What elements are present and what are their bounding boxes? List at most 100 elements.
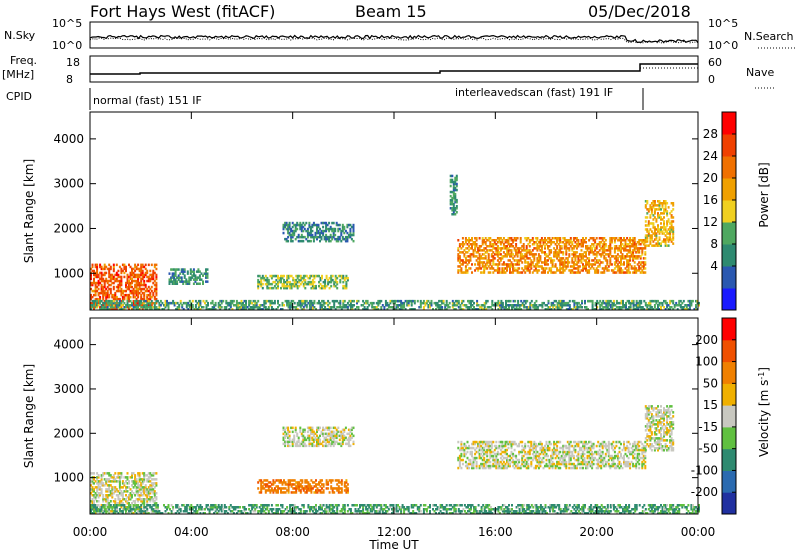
echo-region-5 [449, 174, 458, 216]
colorbar-swatch-7 [722, 134, 736, 157]
colorbar-tick-3: 16 [703, 193, 718, 207]
colorbar-tick-7: -200 [691, 485, 718, 499]
colorbar-tick-5: -50 [698, 442, 718, 456]
colorbar-tick-6: -100 [691, 463, 718, 477]
y-tick-label-1: 2000 [53, 221, 84, 235]
echo-region-4 [457, 440, 647, 470]
echo-region-5 [644, 405, 675, 452]
time-axis-label: Time UT [368, 538, 419, 552]
time-tick-0: 00:00 [73, 525, 108, 539]
y-tick-label-0: 1000 [53, 266, 84, 280]
time-tick-1: 04:00 [174, 525, 209, 539]
time-tick-5: 20:00 [579, 525, 614, 539]
freq-trace [90, 63, 698, 75]
colorbar-swatch-0 [722, 288, 736, 311]
colorbar-swatch-3 [722, 426, 736, 450]
colorbar-tick-2: 50 [703, 376, 718, 390]
echo-region-1 [90, 504, 700, 515]
colorbar-swatch-5 [722, 178, 736, 201]
cpid-segment-1: interleavedscan (fast) 191 IF [455, 86, 613, 99]
freq-tick-top: 18 [66, 56, 80, 69]
power-panel: 1000 2000 3000 4000 Slant Range [km] 28 24 20… [22, 111, 771, 311]
colorbar-tick-0: 28 [703, 127, 718, 141]
colorbar-tick-6: 4 [710, 259, 718, 273]
colorbar-tick-0: 200 [695, 333, 718, 347]
cpid-row: CPID normal (fast) 151 IF interleavedsca… [6, 86, 644, 110]
velocity-ylabel: Slant Range [km] [22, 364, 36, 468]
freq-label: Freq. [10, 54, 37, 67]
colorbar-swatch-2 [722, 244, 736, 267]
y-tick-label-2: 3000 [53, 177, 84, 191]
colorbar-swatch-2 [722, 448, 736, 471]
colorbar-swatch-4 [722, 405, 736, 428]
colorbar-swatch-4 [722, 200, 736, 223]
freq-tick-bottom: 8 [66, 73, 73, 86]
nsky-tick-top: 10^5 [52, 17, 82, 30]
nsearch-label: N.Search [744, 30, 794, 43]
power-x-ticks [89, 112, 699, 310]
nsky-trace [89, 34, 699, 44]
velocity-x-ticks [89, 318, 699, 514]
y-tick-label-3: 4000 [53, 132, 84, 146]
colorbar-swatch-8 [722, 318, 736, 341]
time-tick-2: 08:00 [275, 525, 310, 539]
station-title: Fort Hays West (fitACF) [90, 2, 275, 21]
colorbar-swatch-8 [722, 112, 736, 135]
echo-region-2 [168, 268, 209, 285]
velocity-echoes [90, 405, 700, 515]
echo-region-4 [282, 221, 355, 243]
cpid-label: CPID [6, 90, 32, 103]
colorbar-swatch-1 [722, 470, 736, 493]
nsky-tick-bottom: 10^0 [52, 39, 82, 52]
colorbar-tick-3: 15 [703, 398, 718, 412]
colorbar-swatch-5 [722, 383, 736, 406]
colorbar-tick-5: 8 [710, 237, 718, 251]
colorbar-swatch-1 [722, 266, 736, 289]
velocity-colorbar: 200 100 50 15 -15 -50 -100 -200 [691, 317, 737, 515]
echo-region-2 [257, 479, 349, 494]
time-tick-4: 16:00 [478, 525, 513, 539]
velocity-y-ticks: 1000 2000 3000 4000 [53, 338, 698, 485]
echo-region-7 [644, 200, 675, 247]
echo-region-6 [457, 237, 647, 274]
colorbar-tick-4: -15 [698, 420, 718, 434]
nsky-panel: N.Sky 10^5 10^0 10^5 10^0 N.Search [4, 17, 796, 52]
date-label: 05/Dec/2018 [588, 2, 691, 21]
freq-unit: [MHz] [2, 68, 34, 81]
echo-region-0 [90, 472, 158, 515]
power-y-ticks: 1000 2000 3000 4000 [53, 132, 698, 280]
colorbar-swatch-7 [722, 339, 736, 363]
y-tick-label-3: 4000 [53, 338, 84, 352]
cpid-segment-0: normal (fast) 151 IF [93, 94, 202, 107]
nsearch-tick-top: 10^5 [708, 17, 738, 30]
colorbar-tick-1: 100 [695, 355, 718, 369]
y-tick-label-1: 2000 [53, 426, 84, 440]
time-tick-3: 12:00 [377, 525, 412, 539]
colorbar-swatch-0 [722, 492, 736, 515]
nsearch-tick-bottom: 10^0 [708, 39, 738, 52]
echo-region-3 [257, 274, 349, 290]
power-ylabel: Slant Range [km] [22, 159, 36, 263]
freq-panel: Freq. [MHz] 18 8 60 0 Nave [2, 54, 775, 89]
colorbar-tick-4: 12 [703, 215, 718, 229]
colorbar-tick-2: 20 [703, 171, 718, 185]
echo-region-1 [90, 299, 700, 311]
power-echoes [90, 174, 700, 311]
velocity-colorbar-label: Velocity [m s-1] [757, 367, 772, 457]
colorbar-swatch-6 [722, 156, 736, 179]
power-colorbar: 28 24 20 16 12 8 4 [703, 111, 737, 311]
nave-tick-top: 60 [708, 56, 722, 69]
power-colorbar-label: Power [dB] [757, 162, 771, 227]
colorbar-tick-1: 24 [703, 149, 718, 163]
beam-label: Beam 15 [355, 2, 427, 21]
time-tick-6: 00:00 [681, 525, 716, 539]
y-tick-label-2: 3000 [53, 382, 84, 396]
nave-tick-bottom: 0 [708, 73, 715, 86]
y-tick-label-0: 1000 [53, 471, 84, 485]
echo-region-3 [282, 426, 355, 448]
nsky-label: N.Sky [4, 29, 36, 42]
nave-label: Nave [746, 66, 774, 79]
colorbar-swatch-3 [722, 222, 736, 245]
